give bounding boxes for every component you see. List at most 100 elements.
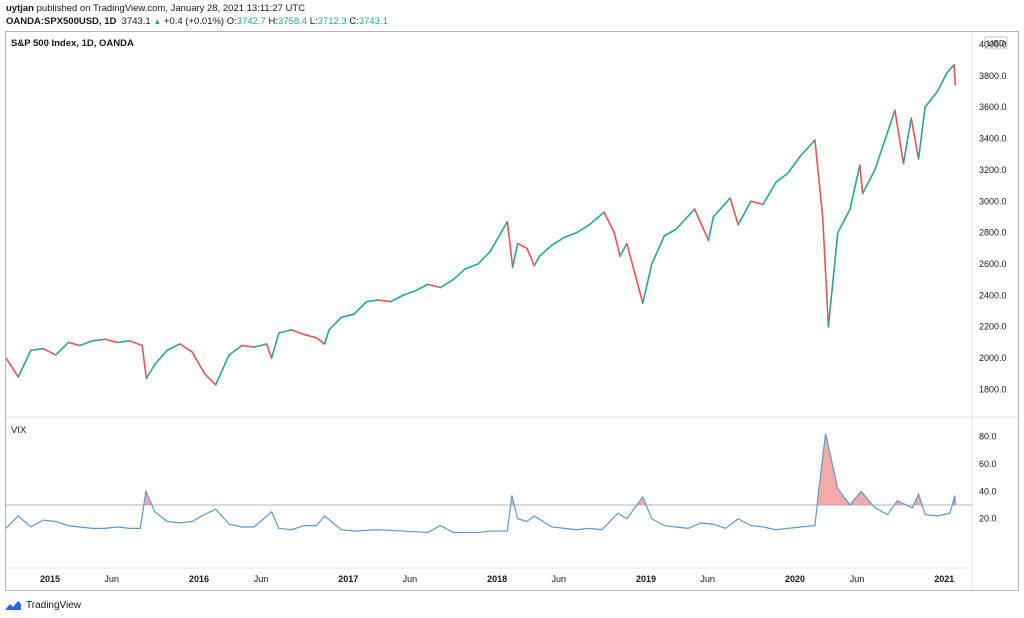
time-tick-label: 2020 [785,574,805,584]
price-segment [67,341,81,347]
vix-line [5,433,956,534]
price-tick-label: 3600.0 [979,102,1007,112]
price-segment [128,340,144,347]
author-name[interactable]: uytjan [6,3,34,14]
price-segment [729,197,740,226]
price-segment [116,340,131,344]
price-segment [924,90,939,108]
price-segment [253,343,268,348]
price-segment [737,200,752,226]
time-tick-label: Jun [104,574,119,584]
price-segment [477,250,492,265]
price-segment [712,197,731,218]
price-segment [953,64,957,86]
price-segment [414,283,429,292]
price-segment [506,220,514,268]
price-segment [917,106,926,160]
low-value: 3712.3 [317,16,347,27]
price-segment [849,164,861,210]
price-segment [526,247,536,267]
price-tick-label: 2600.0 [979,259,1007,269]
price-segment [489,220,509,253]
price-axis: 1800.0 2000.0 2200.0 2400.0 2600.0 2800.0 3000… [979,39,1007,394]
price-segment [762,181,777,206]
price-segment [145,363,156,380]
high-value: 3758.4 [277,16,308,27]
price-segment [214,354,230,386]
price-segment [203,372,217,386]
price-segment [821,216,830,328]
time-axis: 2015 Jun 2016 Jun 2017 Jun 2018 Jun 2019 Jun 2020 J… [40,574,954,584]
price-segment [315,336,326,345]
open-label: O: [226,16,237,27]
price-segment [827,231,839,328]
price-segment [91,338,106,342]
price-segment [874,131,889,171]
vix-axis: 20.0 40.0 60.0 80.0 [979,431,997,523]
chart-frame[interactable]: S&P 500 Index, 1D, OANDA USD VIX 1800.0 2… [5,31,1019,591]
price-segment [946,64,955,74]
time-tick-label: 2016 [189,574,209,584]
price-segment [265,343,273,359]
price-segment [910,117,920,160]
price-tick-label: 2800.0 [979,228,1007,238]
currency-badge-box [984,36,1008,50]
price-segment [166,343,181,352]
price-segment [328,316,343,331]
price-segment [641,263,653,305]
vix-tick-label: 40.0 [979,486,997,496]
vix-pane-title: VIX [11,425,27,436]
price-segment [859,164,864,195]
price-segment [340,313,355,319]
footer-brand: TradingView [26,599,82,611]
price-tick-label: 3400.0 [979,134,1007,144]
chart-canvas[interactable]: S&P 500 Index, 1D, OANDA USD VIX 1800.0 2… [5,32,1018,590]
price-segment [814,139,824,218]
price-segment [402,289,417,297]
price-segment [54,341,70,356]
price-segment [353,300,368,315]
symbol-label: OANDA:SPX500USD, 1D [6,16,117,27]
price-segment [707,216,715,242]
footer: TradingView [4,597,81,613]
price-segment [228,344,243,356]
price-segment [516,242,528,250]
price-segment [603,211,616,234]
last-price: 3743.1 [121,16,151,27]
price-segment [439,278,454,289]
up-arrow-icon: ▲ [153,17,162,26]
price-tick-label: 3200.0 [979,165,1007,175]
price-segment [464,263,479,270]
price-tick-label: 2400.0 [979,290,1007,300]
vix-tick-label: 20.0 [979,514,997,524]
price-segment [575,223,591,234]
price-segment [613,231,621,257]
price-segment [79,340,94,347]
price-segment [5,357,20,378]
price-segment [894,109,905,165]
time-tick-label: Jun [551,574,566,584]
currency-badge[interactable]: USD [984,36,1008,50]
time-tick-label: 2021 [934,574,954,584]
tradingview-logo-icon [5,601,21,610]
price-segment [42,347,57,356]
time-tick-label: Jun [700,574,715,584]
price-segment [191,351,206,375]
price-segment [278,329,293,334]
high-label: H: [268,16,278,27]
price-tick-label: 3800.0 [979,71,1007,81]
time-tick-label: 2015 [40,574,60,584]
price-segment [178,343,193,353]
price-segment [511,242,519,268]
price-segment [902,117,913,165]
vix-tick-label: 80.0 [979,431,997,441]
price-segment [619,242,628,257]
price-segment [17,349,32,378]
price-segment [551,236,566,246]
price-tick-label: 1800.0 [979,384,1007,394]
main-pane-title: S&P 500 Index, 1D, OANDA [11,38,134,49]
price-segment [452,267,467,281]
time-tick-label: 2019 [636,574,656,584]
price-segment [650,234,666,265]
symbol-info: OANDA:SPX500USD, 1D 3743.1 ▲ +0.4 (+0.01… [6,16,388,27]
